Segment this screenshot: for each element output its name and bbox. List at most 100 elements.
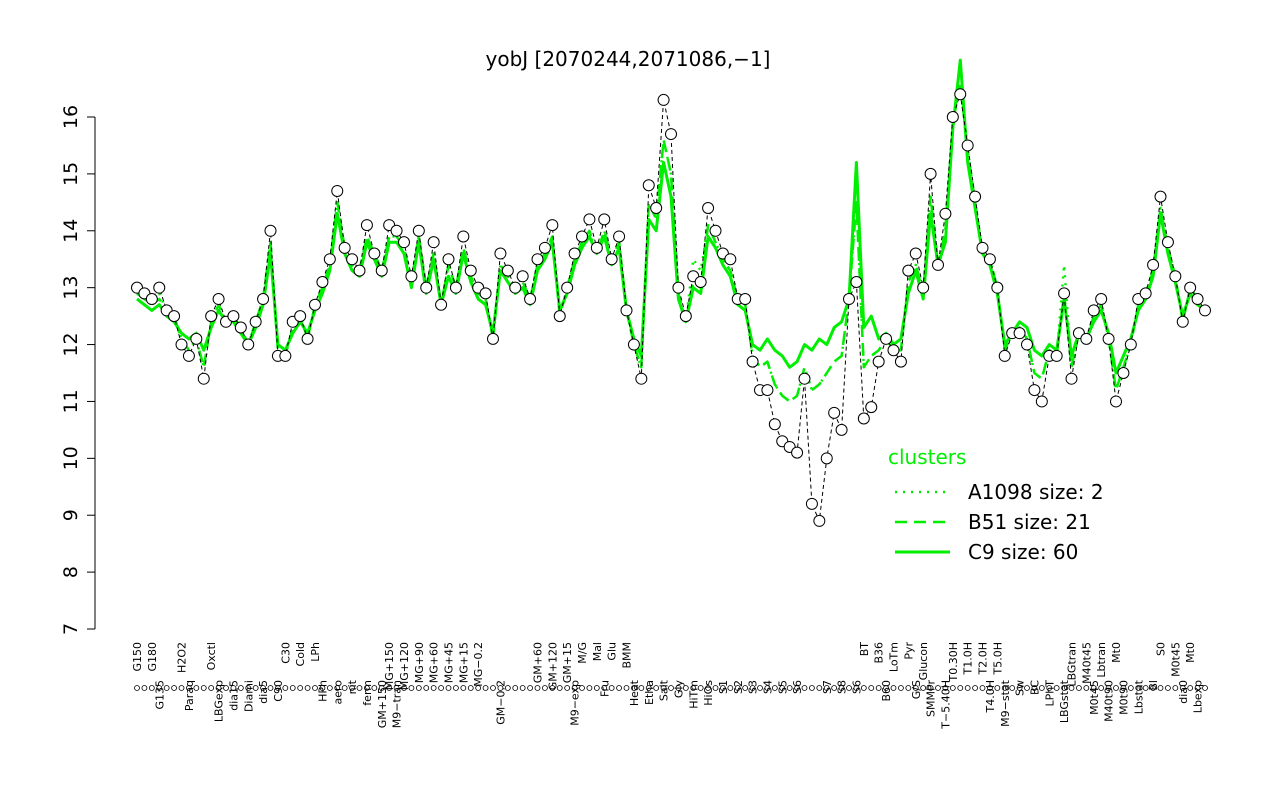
data-point bbox=[635, 372, 648, 385]
x-tick bbox=[1150, 685, 1156, 691]
x-tick bbox=[393, 685, 400, 691]
x-tick-label: S3 bbox=[747, 680, 760, 694]
x-tick-label: LBGexp bbox=[213, 680, 226, 722]
x-tick-label: T−5.40H bbox=[939, 680, 952, 730]
x-tick bbox=[1179, 685, 1186, 691]
x-tick-label: M/G bbox=[576, 642, 589, 664]
x-tick bbox=[200, 685, 207, 691]
x-tick bbox=[653, 685, 660, 691]
x-tick bbox=[1061, 685, 1067, 691]
x-tick-label: dia15 bbox=[227, 680, 240, 711]
x-tick-label: Cold bbox=[294, 642, 307, 666]
data-point bbox=[249, 315, 262, 328]
chart-title: yobJ [2070244,2071086,−1] bbox=[486, 47, 771, 71]
x-tick bbox=[430, 685, 437, 691]
x-tick bbox=[497, 685, 504, 691]
data-point bbox=[346, 253, 359, 266]
x-tick bbox=[690, 685, 697, 691]
x-tick bbox=[423, 685, 430, 691]
data-point bbox=[449, 281, 462, 294]
x-tick bbox=[905, 685, 912, 691]
x-tick bbox=[1009, 685, 1016, 691]
x-tick bbox=[1016, 685, 1023, 691]
data-point bbox=[561, 281, 574, 294]
x-tick-label: MG+60 bbox=[428, 642, 441, 683]
x-tick bbox=[987, 685, 993, 691]
data-point bbox=[368, 247, 381, 260]
x-tick bbox=[764, 685, 771, 691]
data-point bbox=[1154, 190, 1167, 203]
x-tick bbox=[1031, 685, 1038, 691]
x-tick bbox=[527, 685, 533, 691]
x-tick-label: Fru bbox=[598, 680, 611, 697]
x-tick bbox=[519, 685, 526, 691]
x-tick-label: MG+150 bbox=[383, 642, 396, 690]
x-tick-label: Glu bbox=[606, 642, 619, 661]
x-tick bbox=[438, 685, 444, 691]
cluster-line bbox=[136, 58, 1206, 375]
x-tick-label: Mt0 bbox=[1184, 642, 1197, 663]
data-point bbox=[1095, 293, 1108, 306]
data-point bbox=[820, 452, 833, 465]
x-tick-label: G150 bbox=[131, 642, 144, 672]
data-point bbox=[546, 219, 559, 232]
data-point bbox=[887, 344, 900, 357]
data-point bbox=[264, 224, 277, 237]
data-point bbox=[843, 293, 855, 306]
data-point bbox=[1139, 287, 1152, 300]
x-tick-label: HiTm bbox=[687, 680, 700, 709]
x-tick bbox=[1187, 685, 1194, 691]
x-tick-label: S5 bbox=[776, 680, 789, 694]
x-tick bbox=[935, 685, 941, 691]
data-point bbox=[234, 321, 247, 334]
x-tick-label: S4 bbox=[761, 680, 774, 694]
data-point bbox=[961, 139, 974, 152]
legend-label: B51 size: 21 bbox=[968, 510, 1091, 534]
y-tick-label: 9 bbox=[60, 509, 82, 521]
data-point bbox=[516, 270, 529, 283]
x-tick-label: S0 bbox=[1155, 642, 1168, 656]
data-point bbox=[1058, 287, 1071, 300]
x-tick bbox=[334, 685, 341, 691]
data-point bbox=[427, 236, 440, 249]
x-tick-label: ferm bbox=[361, 680, 374, 706]
x-tick bbox=[786, 685, 793, 691]
x-tick bbox=[823, 685, 830, 691]
x-tick bbox=[1076, 685, 1082, 691]
y-tick-label: 11 bbox=[60, 389, 82, 413]
x-tick-label: M9−exp bbox=[569, 680, 582, 726]
x-tick-label: BC bbox=[1028, 680, 1041, 695]
data-point bbox=[553, 310, 566, 323]
data-point bbox=[1147, 258, 1160, 271]
x-tick bbox=[949, 685, 956, 691]
x-tick-label: aero bbox=[331, 680, 344, 705]
x-tick bbox=[853, 685, 860, 691]
x-tick bbox=[809, 685, 815, 691]
x-tick-label: Lbexp bbox=[1192, 680, 1205, 713]
x-tick-label: S6 bbox=[850, 680, 863, 694]
legend-label: A1098 size: 2 bbox=[968, 480, 1104, 504]
data-point bbox=[464, 264, 477, 277]
x-tick bbox=[549, 685, 556, 691]
data-point bbox=[257, 293, 270, 306]
y-tick-label: 10 bbox=[60, 446, 82, 470]
x-tick bbox=[668, 685, 674, 691]
data-point bbox=[420, 281, 433, 294]
data-point bbox=[672, 281, 685, 294]
data-point bbox=[1050, 349, 1063, 362]
x-tick bbox=[297, 685, 304, 691]
data-point bbox=[531, 253, 544, 266]
data-point bbox=[494, 247, 507, 260]
data-point bbox=[1191, 293, 1204, 306]
x-tick bbox=[512, 685, 519, 691]
data-point bbox=[338, 241, 351, 254]
data-point bbox=[924, 167, 937, 180]
data-point bbox=[872, 355, 885, 368]
x-tick-label: S6 bbox=[791, 680, 804, 694]
data-point bbox=[850, 275, 863, 288]
x-tick bbox=[223, 685, 229, 691]
x-tick-label: LPhT bbox=[1043, 680, 1056, 707]
x-tick-label: GM+150 bbox=[376, 680, 389, 728]
x-tick bbox=[556, 685, 563, 691]
x-tick-label: dia5 bbox=[257, 680, 270, 704]
